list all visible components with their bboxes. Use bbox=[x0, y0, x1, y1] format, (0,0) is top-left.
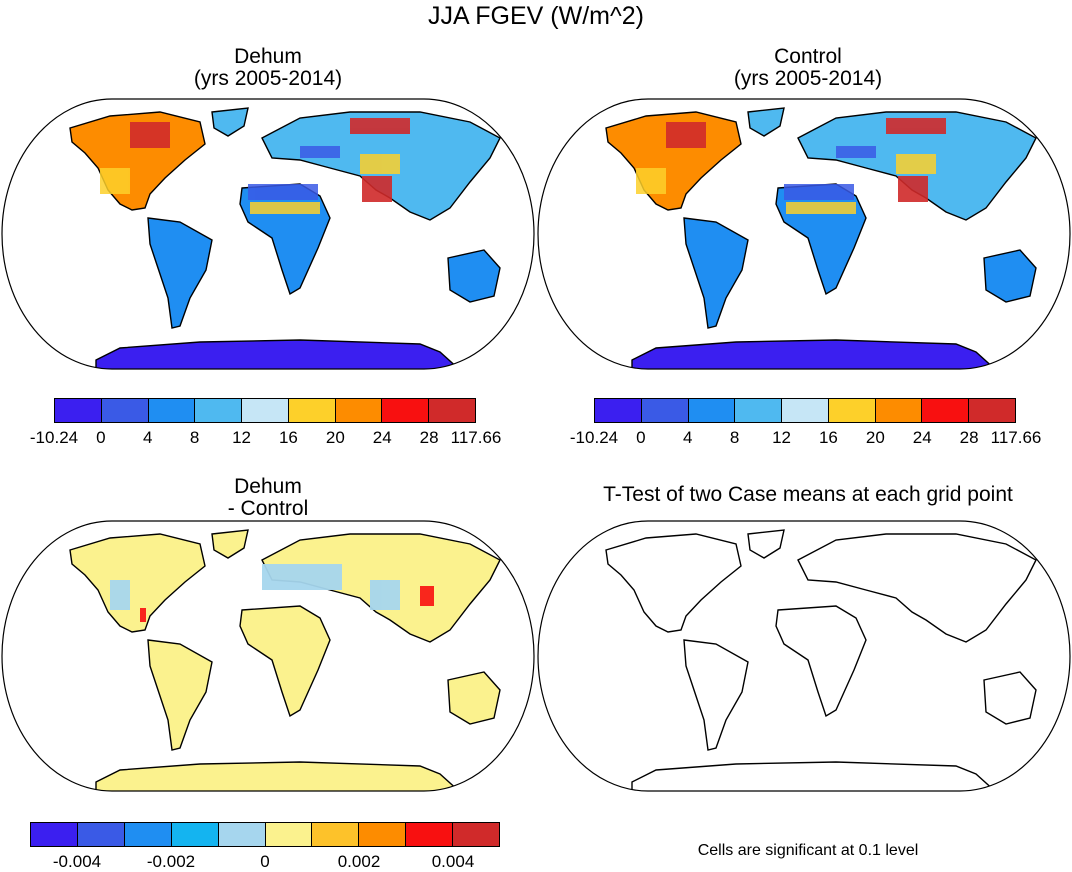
colorbar-tick-label: 4 bbox=[143, 428, 153, 447]
colorbar-tick-label: 117.66 bbox=[450, 428, 502, 447]
antarctica bbox=[631, 339, 998, 369]
colorbar-swatch bbox=[265, 823, 313, 846]
colorbar-tick-label: -0.004 bbox=[52, 852, 102, 871]
colorbar-swatch bbox=[171, 823, 219, 846]
colorbar-swatch bbox=[922, 399, 970, 422]
panel-control-title-line1: Control bbox=[774, 45, 842, 68]
colorbar-swatch bbox=[218, 823, 266, 846]
colorbar-swatch bbox=[688, 399, 736, 422]
africa bbox=[239, 605, 331, 718]
colorbar-swatch bbox=[828, 399, 876, 422]
colorbar-tick-label: 28 bbox=[419, 428, 439, 447]
north-america bbox=[69, 111, 206, 211]
colorbar-swatch bbox=[335, 399, 383, 422]
colorbar-tick-label: 0 bbox=[636, 428, 646, 447]
colorbar-swatch bbox=[453, 823, 500, 846]
australia bbox=[447, 671, 501, 725]
colorbar-dehum bbox=[54, 398, 476, 423]
colorbar-diff bbox=[30, 822, 500, 847]
colorbar-swatch bbox=[242, 399, 289, 422]
colorbar-swatch bbox=[382, 399, 430, 422]
colorbar-swatch bbox=[429, 399, 476, 422]
panel-dehum-title-line1: Dehum bbox=[234, 45, 302, 68]
south-america bbox=[147, 217, 213, 329]
significance-note: Cells are significant at 0.1 level bbox=[697, 842, 919, 859]
colorbar-tick-label: 4 bbox=[683, 428, 693, 447]
colorbar-tick-label: 117.66 bbox=[990, 428, 1042, 447]
colorbar-tick-label: 0.002 bbox=[337, 852, 381, 871]
map-ttest bbox=[537, 520, 1071, 792]
colorbar-swatch bbox=[101, 399, 149, 422]
australia bbox=[983, 671, 1037, 725]
colorbar-tick-label: 24 bbox=[912, 428, 932, 447]
colorbar-tick-label: 24 bbox=[372, 428, 392, 447]
colorbar-tick-label: -10.24 bbox=[569, 428, 619, 447]
colorbar-tick-label: 0 bbox=[260, 852, 270, 871]
colorbar-tick-label: 8 bbox=[189, 428, 200, 447]
greenland bbox=[747, 529, 785, 559]
australia bbox=[447, 249, 501, 303]
colorbar-swatch bbox=[195, 399, 243, 422]
greenland bbox=[211, 107, 249, 137]
north-america bbox=[69, 533, 206, 633]
colorbar-swatch bbox=[735, 399, 783, 422]
colorbar-tick-label: 12 bbox=[232, 428, 252, 447]
colorbar-tick-label: 0.004 bbox=[431, 852, 475, 871]
panel-diff-title-line1: Dehum bbox=[234, 475, 302, 498]
panel-diff-title: Dehum - Control bbox=[0, 476, 536, 520]
colorbar-swatch bbox=[31, 823, 78, 846]
colorbar-swatch bbox=[148, 399, 196, 422]
panel-diff-title-line2: - Control bbox=[227, 497, 309, 520]
colorbar-control bbox=[594, 398, 1016, 423]
colorbar-swatch bbox=[595, 399, 642, 422]
australia bbox=[983, 249, 1037, 303]
colorbar-tick-label: 8 bbox=[729, 428, 740, 447]
colorbar-tick-label: 28 bbox=[959, 428, 979, 447]
panel-ttest-title-line1: T-Test of two Case means at each grid po… bbox=[603, 483, 1013, 506]
colorbar-swatch bbox=[288, 399, 336, 422]
antarctica bbox=[95, 761, 462, 791]
europe-asia bbox=[797, 533, 1037, 643]
colorbar-swatch bbox=[359, 823, 407, 846]
colorbar-swatch bbox=[969, 399, 1016, 422]
panel-dehum-title-line2: (yrs 2005-2014) bbox=[193, 67, 343, 90]
colorbar-swatch bbox=[406, 823, 454, 846]
antarctica bbox=[95, 339, 462, 369]
south-america bbox=[147, 639, 213, 751]
colorbar-tick-label: -10.24 bbox=[29, 428, 79, 447]
panel-control-title: Control (yrs 2005-2014) bbox=[540, 46, 1072, 90]
south-america bbox=[683, 639, 749, 751]
panel-ttest-title: T-Test of two Case means at each grid po… bbox=[540, 484, 1072, 506]
colorbar-tick-label: 12 bbox=[772, 428, 792, 447]
colorbar-tick-label: 20 bbox=[325, 428, 345, 447]
colorbar-swatch bbox=[77, 823, 125, 846]
map-diff bbox=[1, 520, 535, 792]
north-america bbox=[605, 533, 742, 633]
colorbar-tick-label: 16 bbox=[278, 428, 298, 447]
map-control bbox=[537, 98, 1071, 370]
panel-control-title-line2: (yrs 2005-2014) bbox=[733, 67, 883, 90]
colorbar-swatch bbox=[312, 823, 360, 846]
colorbar-tick-label: 16 bbox=[818, 428, 838, 447]
colorbar-tick-label: 0 bbox=[96, 428, 106, 447]
colorbar-swatch bbox=[55, 399, 102, 422]
colorbar-tick-label: 20 bbox=[865, 428, 885, 447]
south-america bbox=[683, 217, 749, 329]
map-dehum bbox=[1, 98, 535, 370]
colorbar-swatch bbox=[641, 399, 689, 422]
colorbar-swatch bbox=[782, 399, 829, 422]
colorbar-swatch bbox=[875, 399, 923, 422]
greenland bbox=[747, 107, 785, 137]
africa bbox=[775, 605, 867, 718]
colorbar-swatch bbox=[124, 823, 172, 846]
greenland bbox=[211, 529, 249, 559]
antarctica bbox=[631, 761, 998, 791]
north-america bbox=[605, 111, 742, 211]
figure-title: JJA FGEV (W/m^2) bbox=[428, 2, 644, 30]
colorbar-tick-label: -0.002 bbox=[146, 852, 196, 871]
panel-dehum-title: Dehum (yrs 2005-2014) bbox=[0, 46, 536, 90]
